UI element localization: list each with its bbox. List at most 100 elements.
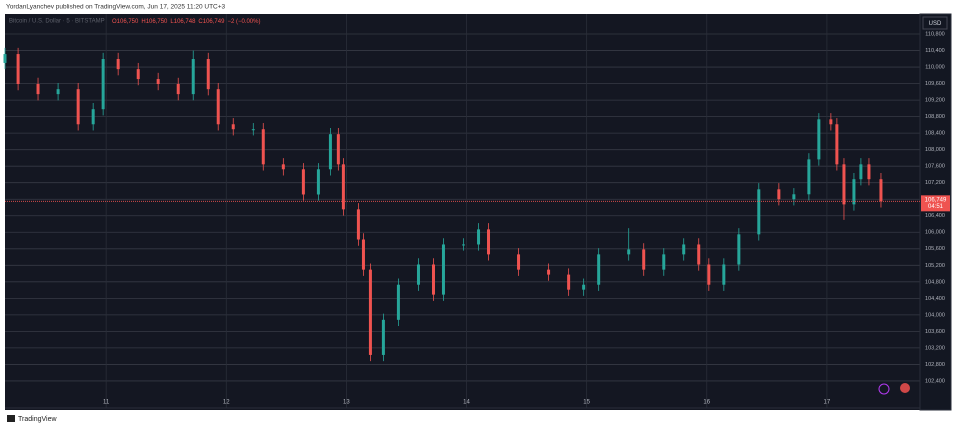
candle-body (835, 124, 839, 165)
candle-body (682, 244, 686, 255)
candle-body (757, 189, 761, 235)
candle-body (336, 134, 340, 165)
candle-body (316, 169, 320, 195)
candle-body (517, 254, 521, 270)
candle-body (416, 264, 420, 285)
ohlc-legend: O106,750 H106,750 L106,748 C106,749 −2 (−0.0… (112, 19, 260, 25)
candle-body (431, 264, 435, 295)
candle-body (301, 169, 305, 195)
candle-body (867, 164, 871, 180)
last-price-box (921, 195, 950, 212)
candle-body (662, 254, 666, 270)
chart-background (5, 14, 951, 410)
ohlc-value: −2 (−0.00%) (227, 19, 260, 25)
candle-body (642, 249, 646, 270)
candle-body (116, 59, 120, 70)
candle-body (361, 239, 365, 270)
candle-body (56, 89, 60, 95)
candle-body (368, 269, 372, 355)
y-tick-label: 104,000 (925, 312, 945, 318)
y-tick-label: 104,400 (925, 296, 945, 302)
candle-body (777, 189, 781, 200)
candle-body (341, 164, 345, 210)
candle-body (627, 249, 631, 255)
candle-body (817, 119, 821, 160)
candle-body (261, 129, 265, 165)
candle-body (737, 234, 741, 265)
ohlc-value: H106,750 (141, 19, 168, 25)
candle-body (356, 209, 360, 240)
x-tick-label: 17 (824, 400, 831, 406)
candle-body (792, 194, 796, 200)
y-tick-label: 103,600 (925, 329, 945, 335)
y-tick-label: 110,000 (925, 65, 944, 71)
candle-body (567, 274, 571, 290)
symbol-label: Bitcoin / U.S. Dollar · 5 · BITSTAMP (9, 19, 105, 25)
candle-body (859, 164, 863, 180)
icon[interactable] (878, 383, 890, 395)
candle-body (176, 84, 180, 95)
y-tick-label: 102,400 (925, 378, 945, 384)
y-tick-label: 103,200 (925, 345, 945, 351)
candle-body (852, 179, 856, 205)
y-tick-label: 109,200 (925, 98, 945, 104)
candle-body (487, 229, 491, 255)
y-tick-label: 105,200 (925, 263, 945, 269)
candle-body (206, 59, 210, 90)
candle-body (251, 129, 255, 131)
candle-body (3, 54, 7, 63)
y-tick-label: 102,800 (925, 362, 945, 368)
y-tick-label: 106,400 (925, 213, 945, 219)
countdown: 04:51 (928, 204, 944, 210)
candle-body (76, 89, 80, 125)
candle-body (281, 164, 285, 170)
y-tick-label: 106,000 (925, 230, 945, 236)
candle-body (722, 264, 726, 285)
candle-body (101, 59, 105, 110)
candle-body (477, 229, 481, 245)
x-tick-label: 14 (463, 400, 470, 406)
candle-body (396, 284, 400, 320)
y-tick-label: 109,600 (925, 81, 945, 87)
candle-body (842, 164, 846, 205)
candle-body (807, 159, 811, 195)
header: YordanLyanchev published on TradingView.… (6, 4, 226, 11)
icon[interactable] (900, 383, 910, 393)
candle-body (707, 264, 711, 285)
candle-body (462, 244, 466, 246)
x-tick-label: 15 (583, 400, 590, 406)
y-tick-label: 107,600 (925, 164, 945, 170)
y-tick-label: 110,800 (925, 31, 944, 37)
y-tick-label: 108,000 (925, 147, 945, 153)
candle-body (191, 59, 195, 95)
candle-body (136, 69, 140, 80)
x-tick-label: 16 (703, 400, 710, 406)
y-tick-label: 108,400 (925, 131, 945, 137)
last-price-label: 106,749 (925, 197, 947, 203)
candle-body (156, 79, 160, 85)
candle-body (16, 54, 20, 85)
candle-body (91, 109, 95, 125)
candle-body (231, 124, 235, 130)
candle-body (328, 134, 332, 170)
candle-body (879, 179, 883, 202)
y-tick-label: 107,200 (925, 180, 945, 186)
y-tick-label: 105,600 (925, 246, 945, 252)
x-tick-label: 11 (103, 400, 110, 406)
candle-body (829, 119, 833, 125)
y-tick-label: 110,400 (925, 48, 944, 54)
candle-body (697, 244, 701, 265)
candle-body (381, 319, 385, 355)
ohlc-value: C106,749 (198, 19, 225, 25)
candle-body (597, 254, 601, 285)
y-tick-label: 108,800 (925, 114, 945, 120)
currency: USD (929, 21, 942, 27)
candle-body (441, 244, 445, 295)
x-tick-label: 13 (343, 400, 350, 406)
candle-body (582, 284, 586, 290)
logo (7, 415, 15, 422)
footer: TradingView (18, 416, 57, 423)
y-tick-label: 104,800 (925, 279, 945, 285)
ohlc-value: L106,748 (170, 19, 196, 25)
candle-body (547, 269, 551, 275)
